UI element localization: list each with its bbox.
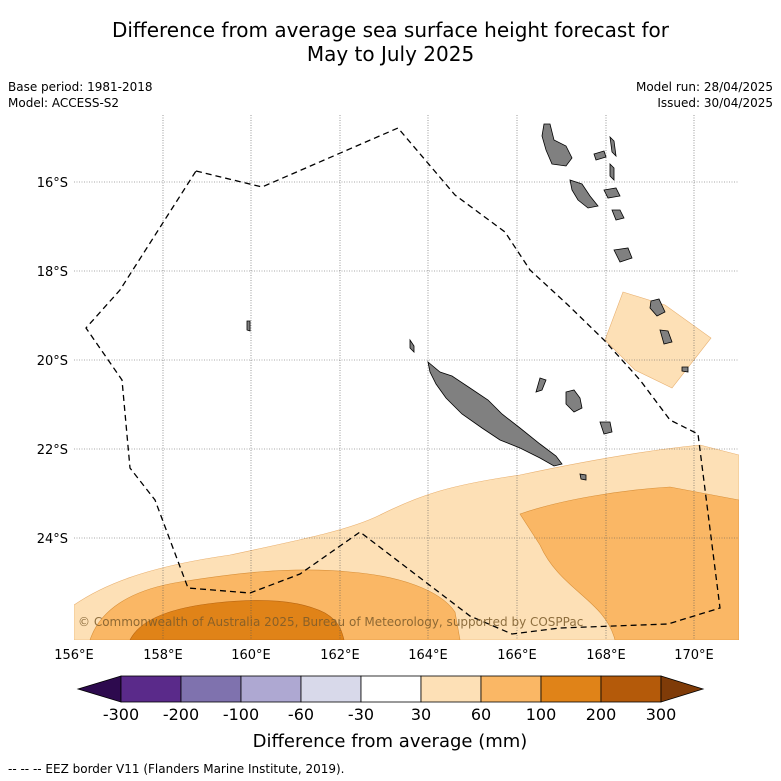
lon-label: 162°E [320, 648, 360, 663]
anomaly-60-100-region-east [519, 486, 739, 640]
vanuatu-ambrym [603, 187, 621, 199]
issued-date: Issued: 30/04/2025 [657, 96, 773, 110]
vanuatu-erromango [649, 298, 666, 317]
colorbar-bin [180, 675, 242, 703]
colorbar-tick-label: 300 [646, 705, 677, 724]
chesterfield-islet [246, 320, 251, 332]
new-caledonia-island [427, 360, 563, 467]
colorbar-extend-low [76, 675, 122, 703]
model-name: Model: ACCESS-S2 [8, 96, 120, 110]
lon-label: 156°E [54, 648, 94, 663]
lat-label: 18°S [37, 265, 68, 280]
anomaly-30-60-region-north [604, 291, 712, 389]
vanuatu-ambae [593, 150, 607, 161]
title-line-2: May to July 2025 [306, 42, 475, 66]
colorbar-tick-label: -100 [223, 705, 259, 724]
colorbar-tick-label: 100 [526, 705, 557, 724]
longitude-labels: 156°E 158°E 160°E 162°E 164°E 166°E 168°… [54, 648, 714, 663]
lon-label: 168°E [586, 648, 626, 663]
colorbar-bin [600, 675, 662, 703]
colorbar-title: Difference from average (mm) [253, 731, 528, 752]
vanuatu-espiritu-santo [541, 123, 573, 167]
lat-label: 16°S [37, 176, 68, 191]
vanuatu-pentecost [609, 163, 615, 181]
loyalty-island-ouvea [535, 377, 547, 393]
vanuatu-tanna [659, 329, 673, 345]
model-run: Model run: 28/04/2025 [635, 80, 773, 94]
colorbar-bin [540, 675, 602, 703]
anomaly-100-200-region [129, 600, 345, 640]
colorbar-bin [300, 675, 362, 703]
colorbar [76, 675, 705, 703]
lon-label: 164°E [408, 648, 448, 663]
loyalty-island-lifou [565, 389, 583, 413]
vanuatu-epi [611, 209, 625, 221]
lat-label: 22°S [37, 443, 68, 458]
title-line-1: Difference from average sea surface heig… [111, 18, 670, 42]
colorbar-tick-label: 30 [411, 705, 431, 724]
map-area [74, 115, 739, 640]
colorbar-bin [420, 675, 482, 703]
colorbar-bin [240, 675, 302, 703]
colorbar-labels: -300 -200 -100 -60 -30 30 60 100 200 300 [103, 705, 676, 724]
latitude-labels: 16°S 18°S 20°S 22°S 24°S [37, 176, 68, 547]
meta-right: Model run: 28/04/2025 Issued: 30/04/2025 [636, 79, 773, 111]
lon-label: 166°E [497, 648, 537, 663]
base-period: Base period: 1981-2018 [8, 80, 153, 94]
copyright-text: © Commonwealth of Australia 2025, Bureau… [78, 615, 583, 629]
colorbar-tick-label: -300 [103, 705, 139, 724]
lat-label: 24°S [37, 532, 68, 547]
lon-label: 160°E [231, 648, 271, 663]
colorbar-bin [120, 675, 182, 703]
lon-label: 158°E [143, 648, 183, 663]
vanuatu-efate [613, 247, 633, 263]
map-title: Difference from average sea surface heig… [0, 18, 781, 66]
lon-label: 170°E [674, 648, 714, 663]
colorbar-tick-label: -30 [348, 705, 374, 724]
colorbar-tick-label: -200 [163, 705, 199, 724]
vanuatu-maewo [609, 135, 617, 158]
meta-left: Base period: 1981-2018 Model: ACCESS-S2 [8, 79, 153, 111]
eez-border [85, 127, 721, 635]
colorbar-tick-label: 60 [471, 705, 491, 724]
colorbar-bin [360, 675, 422, 703]
eez-footnote: -- -- -- EEZ border V11 (Flanders Marine… [8, 762, 345, 776]
loyalty-island-mare [599, 421, 613, 435]
colorbar-extend-high [660, 675, 705, 703]
vanuatu-malekula [569, 179, 599, 209]
lat-label: 20°S [37, 354, 68, 369]
graticule [74, 115, 739, 640]
colorbar-tick-label: -60 [288, 705, 314, 724]
colorbar-bin [480, 675, 542, 703]
colorbar-tick-label: 200 [586, 705, 617, 724]
vanuatu-aneityum [681, 366, 689, 373]
belep-islands [409, 338, 415, 353]
isle-of-pines [579, 473, 587, 481]
landmasses [246, 123, 689, 481]
